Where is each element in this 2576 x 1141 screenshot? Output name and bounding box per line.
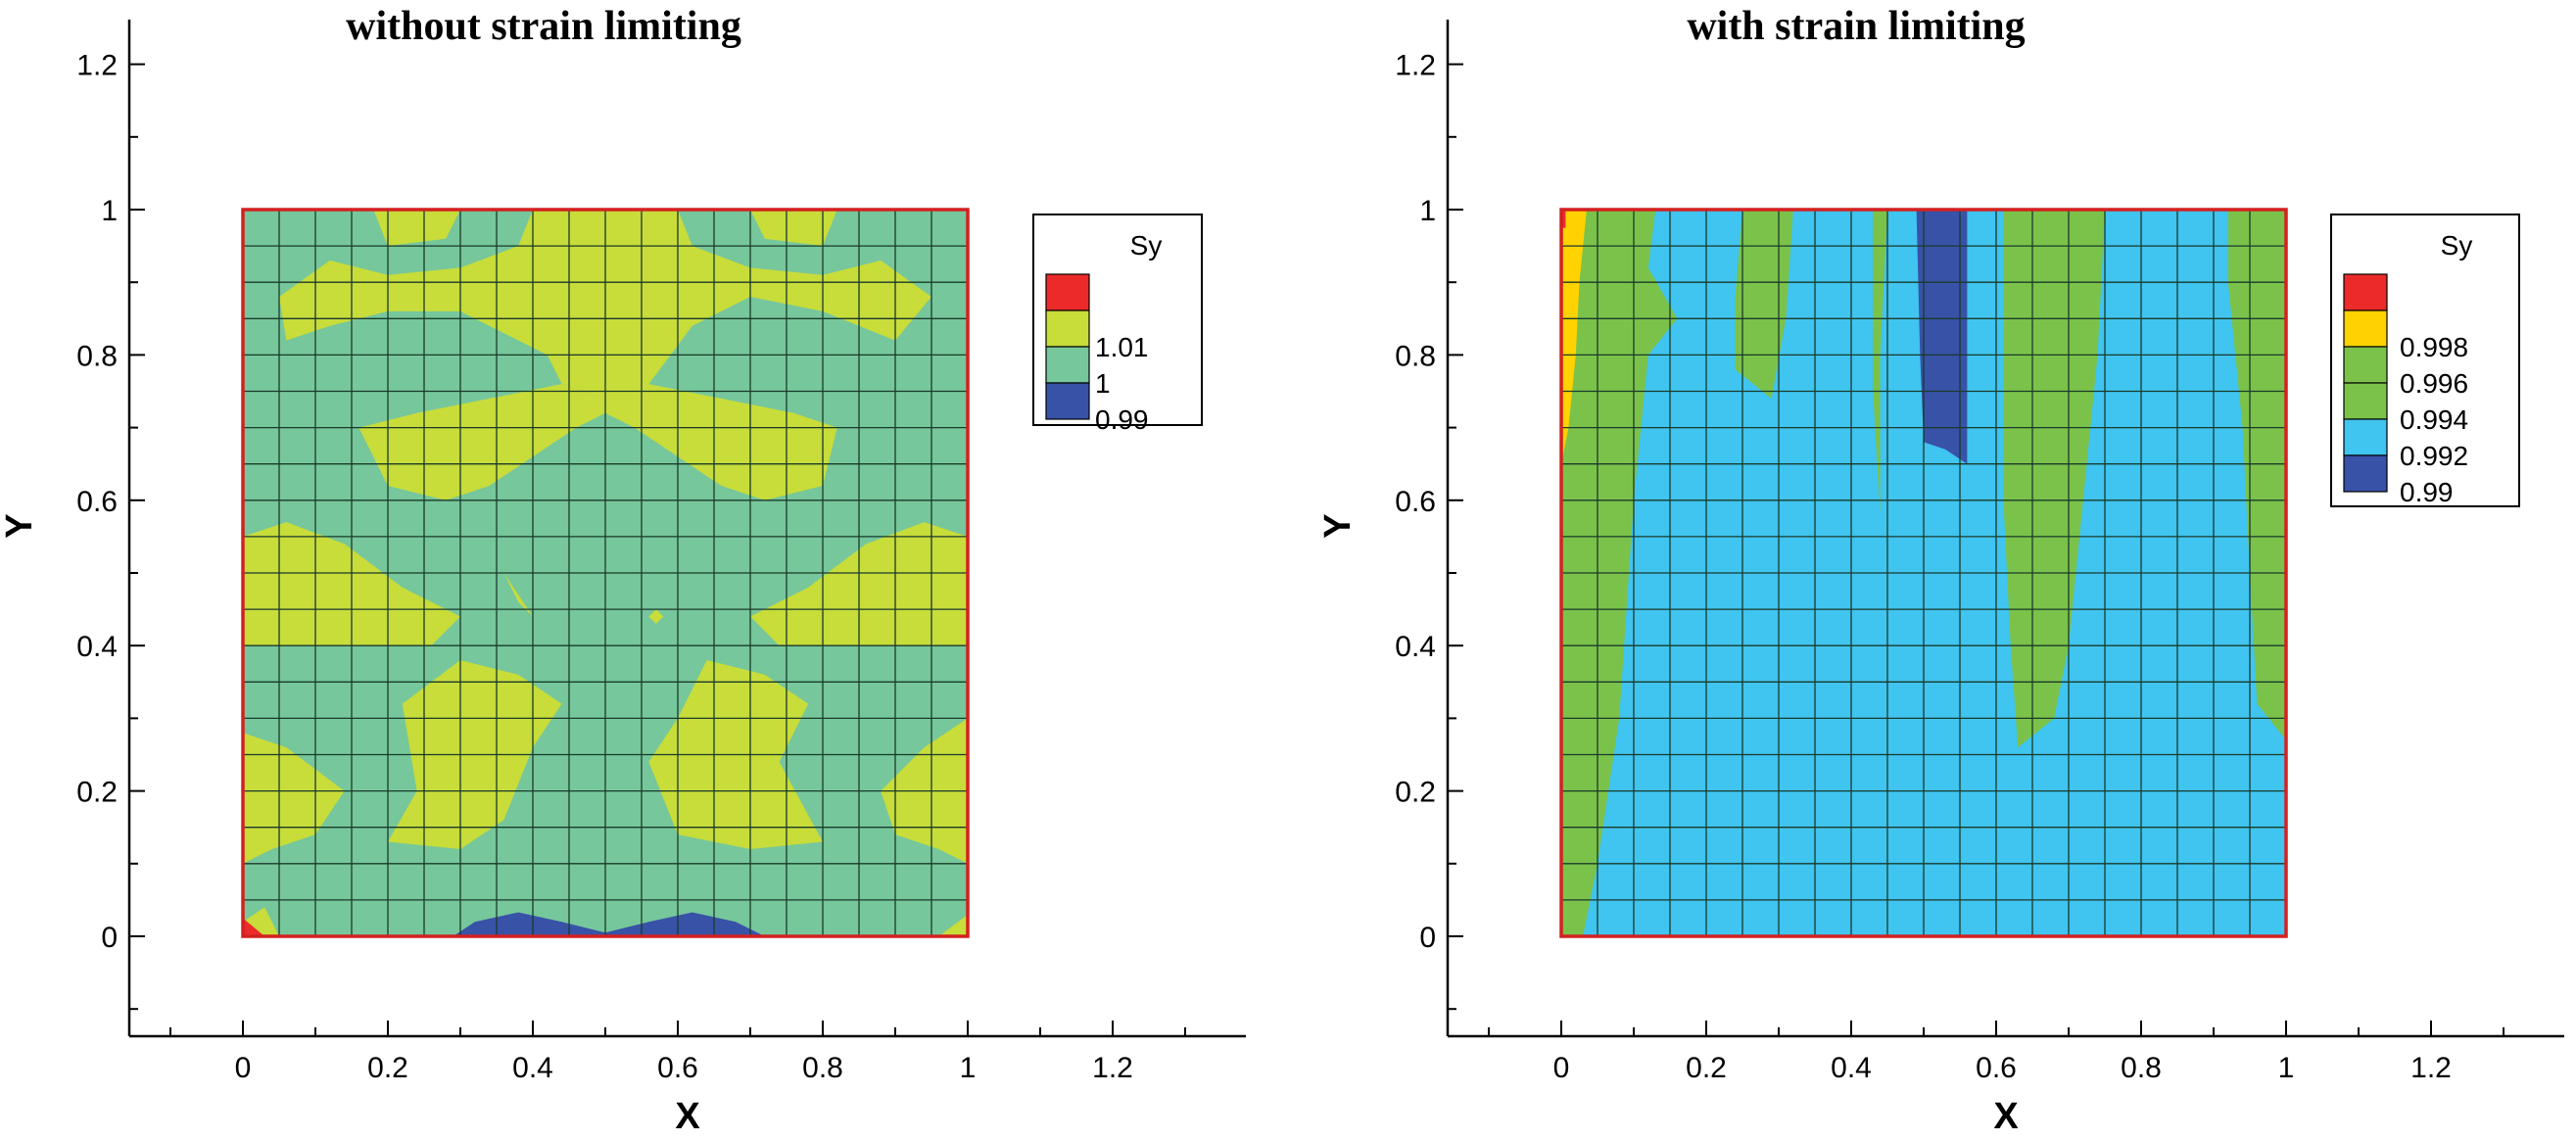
left-y-tick-label: 1 (101, 195, 118, 227)
left-y-tick-label: 0.8 (76, 340, 118, 372)
right-legend-swatch (2343, 382, 2388, 420)
right-legend-label: 0.998 (2400, 332, 2468, 362)
right-title: with strain limiting (1687, 4, 2025, 49)
right-legend-label: 0.99 (2400, 477, 2454, 507)
right-y-axis: 0 0.2 0.4 0.6 0.8 1 1.2 Y (1317, 20, 1463, 1036)
left-legend-label: 1 (1095, 368, 1111, 399)
left-y-tick-label: 0.6 (76, 486, 118, 518)
left-legend-swatch (1045, 309, 1090, 348)
right-legend-swatch (2343, 309, 2388, 348)
left-legend-entries: 1.01 1 0.99 (1045, 273, 1149, 435)
right-x-ticks: 0 0.2 0.4 0.6 0.8 1 1.2 (1488, 1021, 2504, 1084)
right-y-tick-label: 0 (1419, 922, 1436, 954)
right-x-tick-label: 0 (1553, 1052, 1570, 1084)
left-y-tick-label: 0.4 (76, 631, 118, 663)
left-contour-region-6 (243, 733, 345, 864)
right-x-tick-label: 0.8 (2121, 1052, 2162, 1084)
left-x-tick-label: 1.2 (1092, 1052, 1133, 1084)
left-x-tick-label: 1 (960, 1052, 977, 1084)
right-contour-region-1 (1561, 210, 1587, 464)
right-y-axis-label: Y (1317, 513, 1359, 538)
left-contour-region-11 (648, 609, 664, 624)
left-y-ticks: 0 0.2 0.4 0.6 0.8 1 1.2 (76, 50, 145, 1011)
left-contour-region-13 (938, 914, 968, 936)
right-mesh (1561, 210, 2286, 936)
right-y-tick-label: 0.4 (1395, 631, 1436, 663)
left-legend-swatch (1045, 382, 1090, 420)
left-legend-swatch (1045, 273, 1090, 311)
left-x-tick-label: 0 (235, 1052, 252, 1084)
right-x-tick-label: 1.2 (2410, 1052, 2452, 1084)
left-legend-label: 1.01 (1095, 332, 1149, 362)
right-y-tick-label: 1 (1419, 195, 1436, 227)
right-contour-region-5 (2003, 210, 2105, 748)
right-y-tick-label: 1.2 (1395, 50, 1436, 82)
right-y-ticks: 0 0.2 0.4 0.6 0.8 1 1.2 (1395, 50, 1463, 1011)
right-panel: with strain limiting 0 0.2 0.4 0.6 0.8 1 1.2 X… (1317, 4, 2564, 1137)
right-y-tick-label: 0.6 (1395, 486, 1436, 518)
left-x-tick-label: 0.8 (802, 1052, 843, 1084)
left-legend: Sy 1.01 1 0.99 (1032, 214, 1203, 435)
left-contour-region-1 (750, 210, 882, 247)
right-x-tick-label: 0.2 (1686, 1052, 1727, 1084)
right-plot-area (1561, 210, 2286, 936)
right-legend-label: 0.996 (2400, 368, 2468, 399)
left-domain-frame (241, 208, 970, 938)
right-contour-region-4 (1873, 210, 1887, 515)
left-x-tick-label: 0.2 (367, 1052, 408, 1084)
right-legend-swatch (2343, 273, 2388, 311)
left-y-tick-label: 1.2 (76, 50, 118, 82)
left-x-tick-label: 0.6 (657, 1052, 698, 1084)
left-legend-swatch (1045, 346, 1090, 384)
right-legend-entries: 0.998 0.996 0.994 0.992 0.99 (2343, 273, 2468, 507)
left-mesh (243, 210, 968, 936)
left-y-tick-label: 0 (101, 922, 118, 954)
right-x-axis-label: X (1993, 1096, 2019, 1137)
left-y-axis-label: Y (0, 513, 40, 538)
right-x-axis: 0 0.2 0.4 0.6 0.8 1 1.2 X (1448, 1021, 2564, 1137)
left-x-axis: 0 0.2 0.4 0.6 0.8 1 1.2 X (129, 1021, 1246, 1137)
right-contour-region-6 (2227, 210, 2286, 740)
left-contour-region-15 (453, 912, 765, 936)
right-legend-swatch (2343, 346, 2388, 384)
right-y-tick-label: 0.8 (1395, 340, 1436, 372)
right-x-tick-label: 1 (2278, 1052, 2295, 1084)
right-legend: Sy 0.998 0.996 0.994 0.992 0.99 (2330, 214, 2520, 507)
right-legend-swatch (2343, 454, 2388, 493)
left-legend-label: 0.99 (1095, 404, 1149, 435)
left-plot-area (243, 210, 968, 936)
left-x-ticks: 0 0.2 0.4 0.6 0.8 1 1.2 (169, 1021, 1186, 1084)
left-x-tick-label: 0.4 (512, 1052, 553, 1084)
left-contour-region-3 (358, 384, 837, 500)
left-y-axis: 0 0.2 0.4 0.6 0.8 1 1.2 Y (0, 20, 145, 1036)
right-legend-label: 0.992 (2400, 441, 2468, 471)
left-x-axis-label: X (675, 1096, 700, 1137)
right-legend-title: Sy (2441, 230, 2473, 261)
right-x-tick-label: 0.6 (1976, 1052, 2017, 1084)
left-panel: without strain limiting 0 0.2 0.4 0.6 0.8 1 1.… (0, 4, 1246, 1137)
right-domain-frame (1559, 208, 2288, 938)
right-legend-swatch (2343, 418, 2388, 456)
right-contour-region-7 (1916, 210, 1968, 464)
left-legend-title: Sy (1130, 230, 1163, 261)
left-contour-region-14 (243, 918, 265, 936)
left-contour-region-0 (329, 210, 460, 247)
left-y-tick-label: 0.2 (76, 777, 118, 809)
right-y-tick-label: 0.2 (1395, 777, 1436, 809)
right-x-tick-label: 0.4 (1831, 1052, 1872, 1084)
left-title: without strain limiting (346, 4, 741, 49)
right-legend-label: 0.994 (2400, 404, 2468, 435)
